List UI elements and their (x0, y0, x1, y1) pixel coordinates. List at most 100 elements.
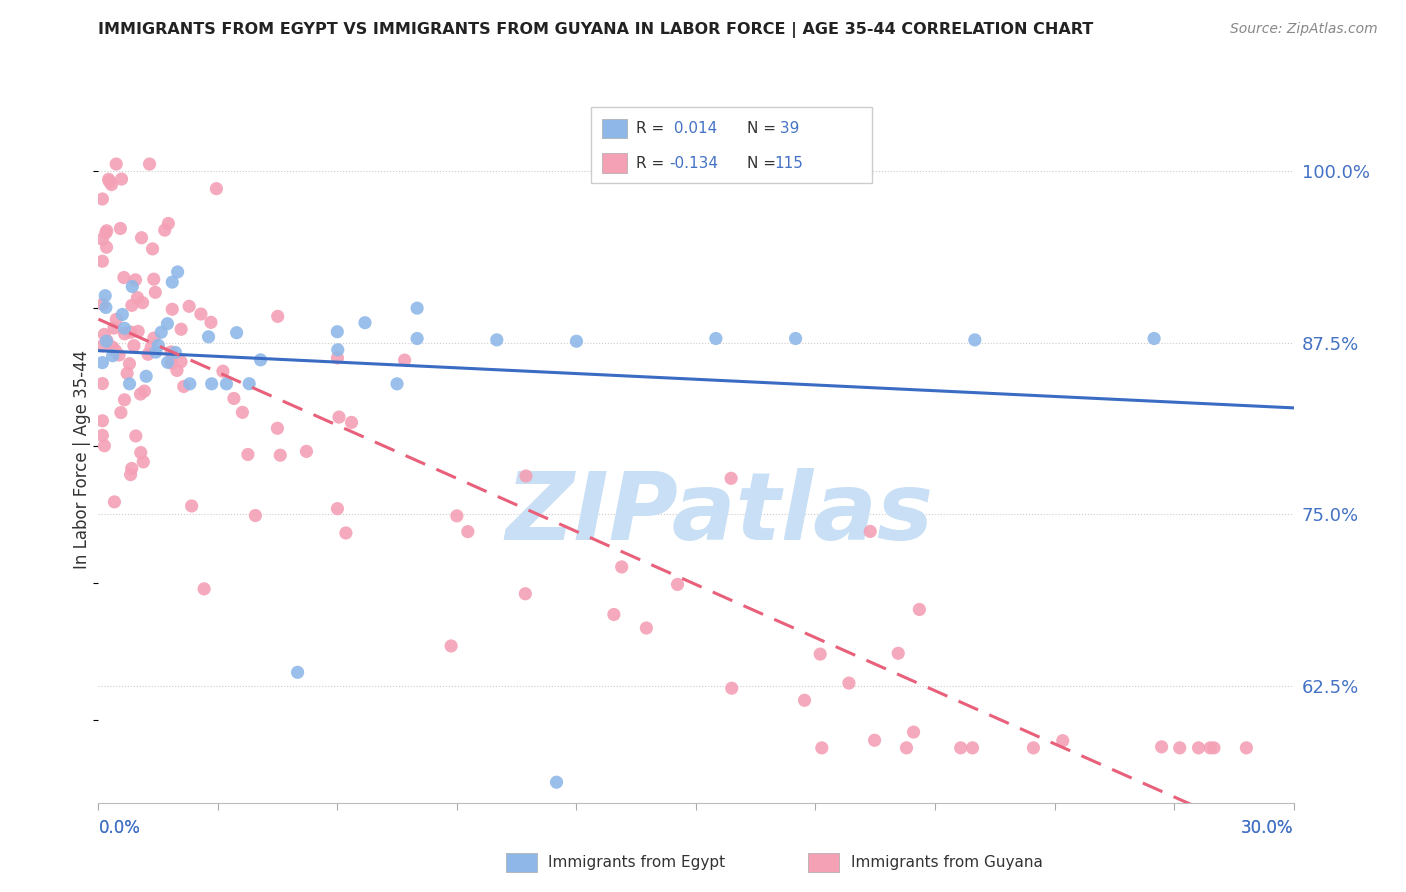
Point (238, 376, 260, 391)
Point (179, 376, 201, 391)
Point (156, 355, 179, 369)
Point (136, 347, 159, 361)
Point (565, 334, 588, 349)
Text: 115: 115 (775, 156, 804, 170)
Point (127, 324, 149, 338)
Point (949, 740, 972, 755)
Point (236, 447, 259, 461)
Point (326, 351, 349, 365)
Point (157, 217, 180, 231)
Point (110, 406, 132, 420)
Point (200, 315, 222, 329)
Point (118, 376, 141, 391)
Text: 30.0%: 30.0% (1241, 819, 1294, 838)
Point (101, 349, 124, 363)
Point (810, 740, 832, 755)
Point (129, 387, 152, 401)
Point (245, 508, 267, 523)
Point (91, 356, 114, 370)
Point (515, 587, 537, 601)
Point (170, 322, 193, 336)
Point (266, 421, 288, 435)
Point (1150, 739, 1173, 754)
Point (145, 345, 167, 359)
Point (103, 495, 125, 509)
Point (295, 444, 318, 458)
Point (193, 582, 215, 596)
Point (896, 740, 918, 755)
Point (170, 354, 193, 368)
Point (98, 174, 121, 188)
Point (105, 157, 128, 171)
Point (863, 733, 886, 747)
Point (111, 308, 134, 322)
Point (96, 240, 118, 254)
Point (118, 357, 141, 371)
Point (91, 414, 114, 428)
Point (962, 740, 984, 755)
Point (94, 288, 117, 302)
Text: 30.0%: 30.0% (1241, 819, 1294, 838)
Point (179, 299, 201, 313)
Point (326, 501, 349, 516)
Point (93, 439, 115, 453)
Point (120, 325, 142, 339)
Point (166, 265, 188, 279)
Point (335, 525, 357, 540)
Point (150, 325, 173, 339)
Point (963, 333, 986, 347)
Point (160, 275, 183, 289)
Point (122, 339, 145, 353)
Point (121, 279, 143, 293)
Point (269, 448, 291, 462)
Point (720, 681, 742, 696)
Point (104, 343, 127, 358)
Point (112, 270, 135, 285)
Point (97, 172, 120, 186)
Point (1187, 740, 1209, 755)
Point (132, 455, 155, 469)
Point (160, 302, 183, 317)
Text: Immigrants from Guyana: Immigrants from Guyana (851, 855, 1042, 870)
Point (148, 338, 170, 352)
Point (131, 295, 153, 310)
Point (406, 301, 429, 315)
Text: IMMIGRANTS FROM EGYPT VS IMMIGRANTS FROM GUYANA IN LABOR FORCE | AGE 35-44 CORRE: IMMIGRANTS FROM EGYPT VS IMMIGRANTS FROM… (98, 22, 1094, 38)
Point (212, 364, 235, 378)
Text: -0.134: -0.134 (669, 156, 718, 170)
Point (91, 339, 114, 353)
Text: 0.0%: 0.0% (98, 819, 141, 838)
Point (457, 524, 479, 539)
Point (142, 272, 165, 286)
Point (129, 445, 152, 459)
Point (225, 326, 247, 340)
Point (142, 242, 165, 256)
Point (121, 298, 143, 312)
Text: Immigrants from Egypt: Immigrants from Egypt (548, 855, 725, 870)
Point (125, 429, 148, 443)
Point (394, 353, 416, 368)
Point (114, 392, 136, 407)
Point (138, 157, 160, 171)
Point (96, 334, 118, 348)
Point (96, 224, 118, 238)
Text: N =: N = (747, 156, 780, 170)
Point (267, 310, 290, 324)
Point (205, 181, 228, 195)
Point (1052, 733, 1074, 747)
Point (114, 326, 136, 341)
Point (131, 231, 153, 245)
Point (354, 316, 377, 330)
Point (115, 367, 138, 381)
Point (91, 428, 114, 442)
Point (160, 345, 183, 359)
Text: 39: 39 (775, 121, 799, 136)
Point (326, 325, 349, 339)
Point (94, 301, 117, 315)
Point (190, 307, 212, 321)
Point (903, 725, 925, 739)
Point (139, 341, 162, 355)
Point (446, 508, 468, 523)
Point (287, 665, 309, 680)
Point (91, 376, 114, 391)
